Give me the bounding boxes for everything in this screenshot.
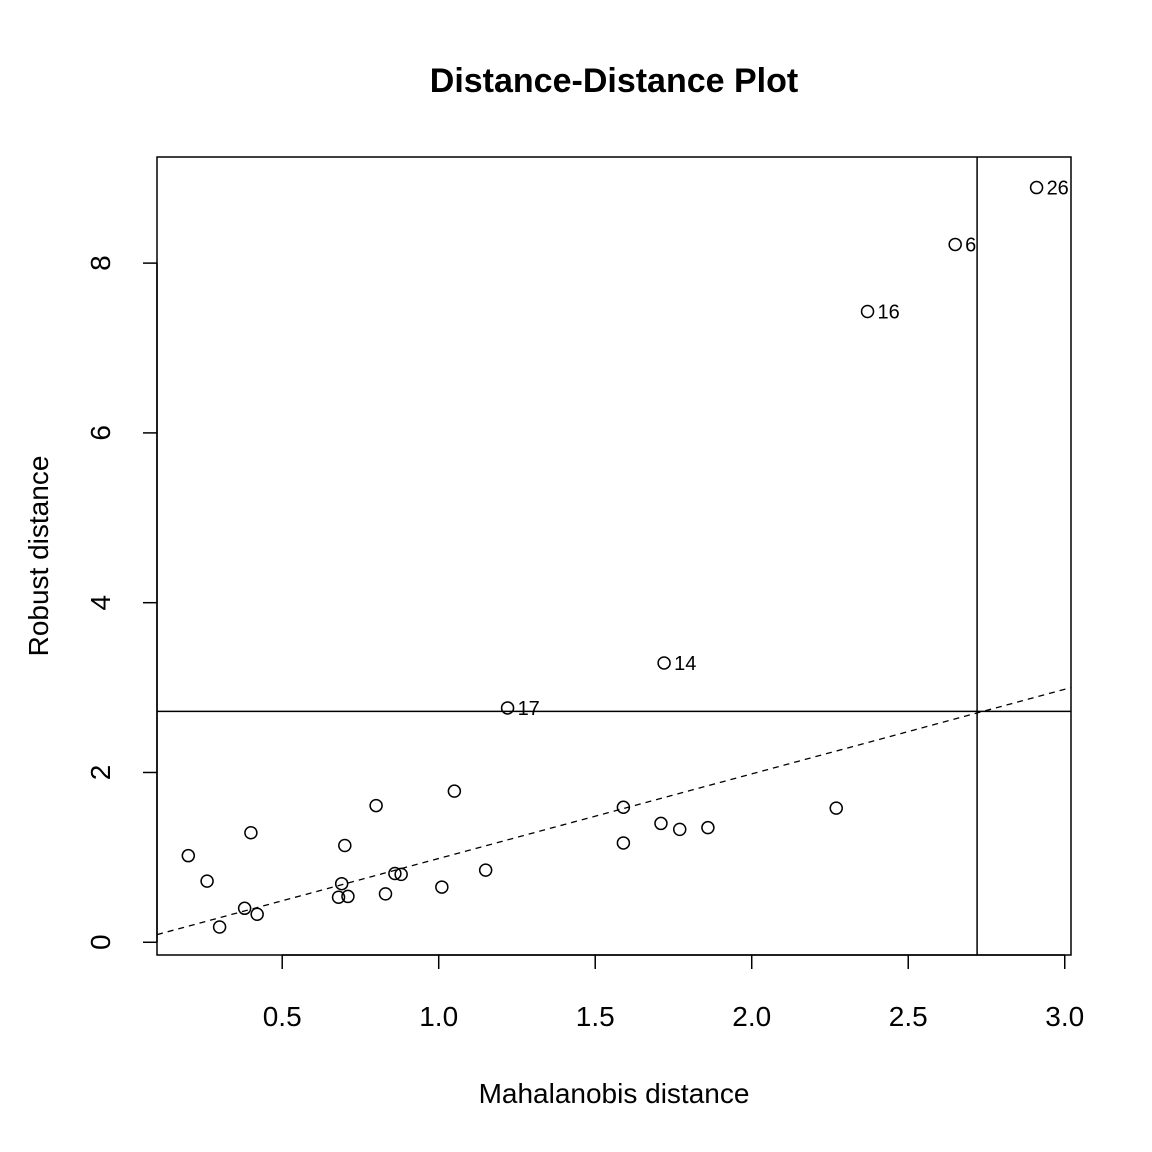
data-point (237, 901, 252, 916)
point-label: 26 (1047, 178, 1069, 200)
point-label: 17 (518, 698, 540, 720)
x-tick-label: 3.0 (1045, 1001, 1084, 1032)
data-point (200, 874, 214, 888)
y-tick-label: 8 (85, 255, 116, 271)
y-tick-label: 4 (85, 595, 116, 611)
data-point (244, 826, 258, 840)
x-tick-label: 2.0 (732, 1001, 771, 1032)
data-point (334, 876, 349, 891)
point-label: 6 (965, 234, 976, 256)
point-label: 16 (878, 302, 900, 324)
y-tick-label: 6 (85, 425, 116, 441)
data-point (447, 784, 462, 798)
data-point (500, 701, 515, 715)
x-tick-label: 0.5 (263, 1001, 302, 1032)
chart-title: Distance-Distance Plot (430, 62, 798, 100)
cutoff-lines-layer (157, 157, 1071, 955)
data-point (181, 848, 196, 863)
data-point (657, 656, 671, 670)
reference-line-layer (156, 686, 1072, 936)
x-tick-label: 2.5 (889, 1001, 928, 1032)
data-point (672, 822, 687, 837)
data-point (948, 237, 962, 252)
point-labels-layer: 17 14 16 6 26 (518, 178, 1069, 720)
data-point (860, 304, 875, 319)
data-point (250, 907, 264, 922)
data-point (378, 887, 393, 901)
y-tick-label: 0 (85, 934, 116, 950)
data-point (369, 798, 383, 813)
data-point (388, 866, 402, 881)
data-point (616, 836, 631, 850)
x-axis-label: Mahalanobis distance (479, 1078, 750, 1109)
plot-frame (156, 156, 1072, 956)
x-tick-label: 1.5 (576, 1001, 615, 1032)
x-axis: 0.5 1.0 1.5 2.0 2.5 3.0 (263, 954, 1084, 1032)
data-point (701, 820, 715, 835)
y-axis: 0 2 4 6 8 (85, 255, 158, 950)
x-tick-label: 1.0 (419, 1001, 458, 1032)
y-tick-label: 2 (85, 765, 116, 781)
data-point (1029, 180, 1044, 195)
points-layer (181, 180, 1044, 934)
data-point (616, 800, 631, 815)
data-point (341, 889, 355, 904)
y-axis-label: Robust distance (23, 456, 54, 657)
data-point (829, 801, 843, 815)
data-point (394, 867, 408, 882)
data-point (331, 890, 346, 905)
data-point (338, 838, 352, 853)
reference-line (156, 686, 1072, 936)
data-point (654, 816, 668, 831)
point-label: 14 (674, 653, 696, 675)
data-point (212, 920, 227, 934)
data-point (435, 880, 449, 894)
data-point (478, 863, 493, 877)
